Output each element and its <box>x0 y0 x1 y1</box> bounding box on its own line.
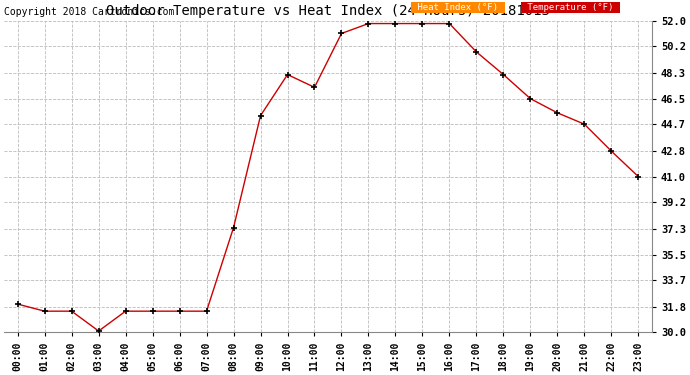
Text: Temperature (°F): Temperature (°F) <box>522 3 619 12</box>
Title: Outdoor Temperature vs Heat Index (24 Hours) 20181013: Outdoor Temperature vs Heat Index (24 Ho… <box>106 4 550 18</box>
Text: Heat Index (°F): Heat Index (°F) <box>412 3 504 12</box>
Text: Copyright 2018 Cartronics.com: Copyright 2018 Cartronics.com <box>4 7 175 17</box>
